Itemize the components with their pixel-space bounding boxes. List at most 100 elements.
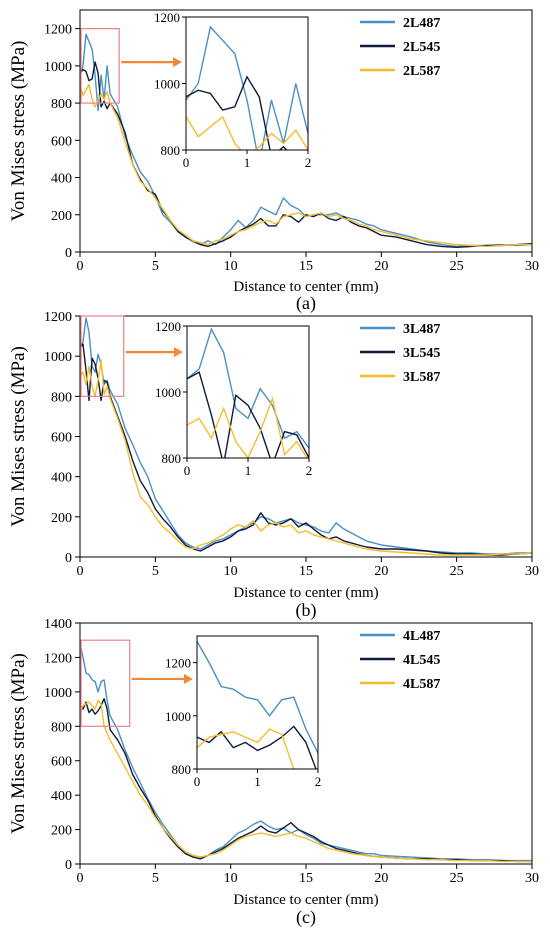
legend-label-4L587: 4L587 [403, 677, 440, 692]
x-tick-label: 15 [299, 259, 313, 274]
legend-label-2L545: 2L545 [403, 40, 440, 55]
series-line-4L487 [80, 643, 532, 862]
inset-series-line-4L487 [197, 640, 318, 754]
y-tick-label: 200 [51, 209, 72, 224]
inset-y-tick-label: 800 [162, 451, 182, 466]
chart-panels: 0 5 10 15 20 25 30020040060080010001200Distanc… [8, 9, 539, 928]
inset-background [186, 17, 308, 150]
x-tick-label: 5 [152, 564, 159, 579]
inset-series-line-3L587 [187, 396, 308, 458]
y-tick-label: 600 [51, 134, 72, 149]
inset-y-tick-label: 800 [172, 762, 192, 777]
legend-label-2L487: 2L487 [403, 16, 440, 31]
y-axis-title: Von Mises stress (MPa) [8, 653, 29, 834]
zoom-arrow-head [184, 673, 193, 684]
zoom-highlight-box [80, 315, 125, 397]
x-tick-label: 25 [450, 259, 464, 274]
inset-x-tick-label: 0 [184, 463, 191, 478]
x-tick-label: 20 [374, 259, 388, 274]
y-tick-label: 1200 [44, 310, 72, 325]
x-tick-label: 20 [374, 564, 388, 579]
panel-label: (a) [296, 293, 316, 314]
panel-label: (b) [296, 600, 317, 621]
y-tick-label: 0 [65, 858, 72, 873]
x-tick-label: 30 [525, 259, 539, 274]
chart-panel-3: 0 5 10 15 20 25 300200400600800100012001400Dis… [8, 617, 539, 928]
inset-series-line-4L587 [197, 728, 295, 769]
x-axis-title: Distance to center (mm) [233, 892, 378, 908]
legend-label-3L487: 3L487 [403, 322, 440, 337]
inset-series-line-2L545 [186, 75, 308, 150]
inset-x-tick-label: 2 [306, 463, 313, 478]
x-tick-label: 10 [224, 259, 238, 274]
x-tick-label: 10 [224, 564, 238, 579]
chart-panel-1: 0 5 10 15 20 25 30020040060080010001200Distanc… [8, 9, 539, 314]
y-tick-label: 0 [65, 246, 72, 261]
x-tick-label: 25 [450, 564, 464, 579]
x-tick-label: 10 [224, 871, 238, 886]
x-tick-label: 30 [525, 871, 539, 886]
series-line-3L587 [80, 359, 532, 556]
inset-x-tick-label: 1 [244, 155, 251, 170]
y-tick-label: 400 [51, 789, 72, 804]
chart-panel-2: 0 5 10 15 20 25 30020040060080010001200Distanc… [8, 310, 539, 621]
series-line-2L545 [80, 61, 532, 249]
y-tick-label: 800 [51, 720, 72, 735]
legend: 3L487 3L545 3L587 [360, 322, 440, 385]
inset-x-tick-label: 1 [254, 774, 261, 789]
inset-y-tick-label: 1200 [165, 656, 191, 671]
zoom-arrow-head [174, 347, 183, 358]
x-tick-label: 5 [152, 259, 159, 274]
inset-x-tick-label: 2 [305, 155, 312, 170]
y-axis-title: Von Mises stress (MPa) [8, 41, 29, 222]
y-tick-label: 1400 [44, 617, 72, 632]
x-tick-label: 0 [77, 259, 84, 274]
inset-series-lines [186, 25, 308, 150]
x-tick-label: 30 [525, 564, 539, 579]
zoom-highlight-box [80, 639, 131, 727]
legend-label-3L545: 3L545 [403, 346, 440, 361]
panel-label: (c) [296, 907, 316, 928]
inset-series-line-3L545 [187, 371, 309, 458]
inset-y-tick-label: 1000 [165, 709, 191, 724]
inset-series-lines [197, 640, 318, 769]
x-tick-label: 20 [374, 871, 388, 886]
inset-series-line-4L545 [197, 725, 317, 769]
x-axis-title: Distance to center (mm) [233, 585, 378, 601]
series-line-3L545 [80, 343, 532, 556]
y-tick-label: 400 [51, 471, 72, 486]
inset-y-tick-label: 1200 [155, 319, 181, 334]
y-tick-label: 800 [51, 390, 72, 405]
x-tick-label: 15 [299, 564, 313, 579]
x-tick-label: 0 [77, 871, 84, 886]
legend-label-4L487: 4L487 [403, 629, 440, 644]
x-tick-label: 0 [77, 564, 84, 579]
x-tick-label: 25 [450, 871, 464, 886]
inset-y-tick-label: 1200 [154, 10, 180, 25]
series-lines [80, 33, 532, 249]
x-tick-label: 5 [152, 871, 159, 886]
y-tick-label: 0 [65, 551, 72, 566]
y-tick-label: 600 [51, 755, 72, 770]
inset-series-lines [187, 327, 309, 458]
y-tick-label: 1000 [44, 686, 72, 701]
y-tick-label: 1000 [44, 350, 72, 365]
inset-background [197, 636, 318, 769]
y-axis-title: Von Mises stress (MPa) [8, 346, 29, 527]
legend: 2L487 2L545 2L587 [360, 16, 440, 79]
y-tick-label: 1000 [44, 60, 72, 75]
zoom-highlight-box [80, 28, 120, 104]
legend: 4L487 4L545 4L587 [360, 629, 440, 692]
legend-label-2L587: 2L587 [403, 64, 440, 79]
inset-series-line-2L587 [186, 115, 308, 150]
y-tick-label: 200 [51, 511, 72, 526]
y-tick-label: 800 [51, 97, 72, 112]
inset-y-tick-label: 1000 [155, 385, 181, 400]
series-line-2L587 [80, 83, 532, 248]
legend-label-3L587: 3L587 [403, 370, 440, 385]
x-tick-label: 15 [299, 871, 313, 886]
inset-x-tick-label: 0 [194, 774, 201, 789]
inset-x-tick-label: 1 [245, 463, 252, 478]
inset-series-line-3L487 [187, 327, 309, 449]
